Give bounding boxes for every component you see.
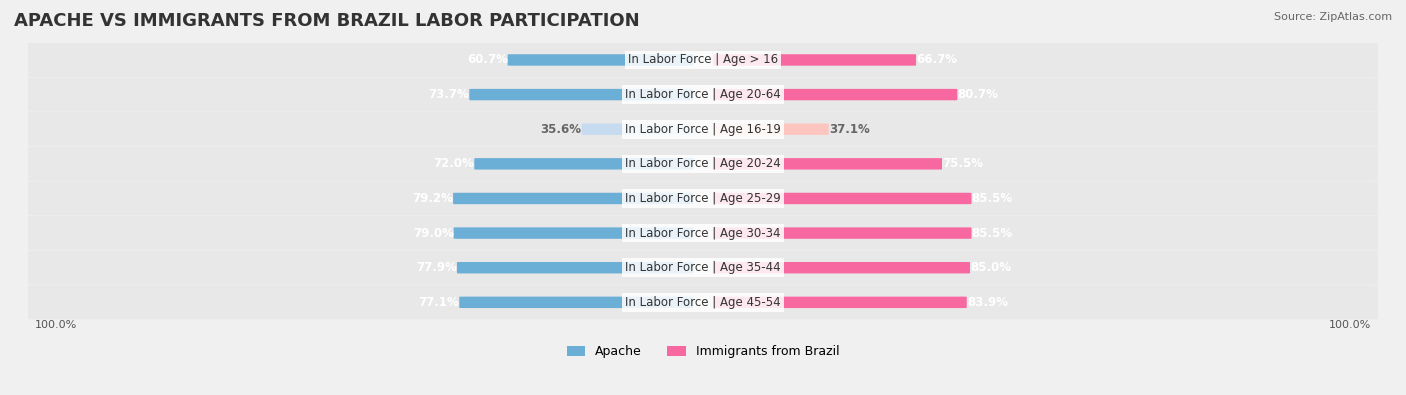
Text: Source: ZipAtlas.com: Source: ZipAtlas.com (1274, 12, 1392, 22)
Text: 85.0%: 85.0% (970, 261, 1011, 274)
Text: In Labor Force | Age 45-54: In Labor Force | Age 45-54 (626, 296, 780, 309)
Text: 72.0%: 72.0% (433, 157, 474, 170)
Legend: Apache, Immigrants from Brazil: Apache, Immigrants from Brazil (561, 340, 845, 363)
Text: 60.7%: 60.7% (467, 53, 508, 66)
FancyBboxPatch shape (713, 89, 957, 100)
FancyBboxPatch shape (28, 43, 1378, 77)
Text: 100.0%: 100.0% (35, 320, 77, 330)
Text: 73.7%: 73.7% (429, 88, 470, 101)
FancyBboxPatch shape (28, 285, 1378, 319)
FancyBboxPatch shape (474, 158, 693, 169)
Text: In Labor Force | Age 16-19: In Labor Force | Age 16-19 (626, 123, 780, 136)
Text: 80.7%: 80.7% (957, 88, 998, 101)
FancyBboxPatch shape (28, 78, 1378, 111)
FancyBboxPatch shape (454, 228, 693, 239)
FancyBboxPatch shape (457, 262, 693, 273)
FancyBboxPatch shape (453, 193, 693, 204)
Text: In Labor Force | Age 30-34: In Labor Force | Age 30-34 (626, 227, 780, 240)
FancyBboxPatch shape (508, 54, 693, 66)
FancyBboxPatch shape (582, 124, 693, 135)
FancyBboxPatch shape (713, 262, 970, 273)
Text: 77.9%: 77.9% (416, 261, 457, 274)
FancyBboxPatch shape (713, 297, 967, 308)
Text: APACHE VS IMMIGRANTS FROM BRAZIL LABOR PARTICIPATION: APACHE VS IMMIGRANTS FROM BRAZIL LABOR P… (14, 12, 640, 30)
Text: In Labor Force | Age 25-29: In Labor Force | Age 25-29 (626, 192, 780, 205)
FancyBboxPatch shape (28, 216, 1378, 250)
Text: 79.2%: 79.2% (412, 192, 453, 205)
FancyBboxPatch shape (460, 297, 693, 308)
Text: In Labor Force | Age 20-24: In Labor Force | Age 20-24 (626, 157, 780, 170)
Text: In Labor Force | Age > 16: In Labor Force | Age > 16 (628, 53, 778, 66)
FancyBboxPatch shape (470, 89, 693, 100)
FancyBboxPatch shape (28, 181, 1378, 215)
Text: 37.1%: 37.1% (828, 123, 869, 136)
FancyBboxPatch shape (713, 54, 917, 66)
Text: 75.5%: 75.5% (942, 157, 983, 170)
Text: 100.0%: 100.0% (1329, 320, 1371, 330)
Text: 35.6%: 35.6% (541, 123, 582, 136)
Text: 85.5%: 85.5% (972, 192, 1012, 205)
FancyBboxPatch shape (713, 158, 942, 169)
Text: 79.0%: 79.0% (413, 227, 454, 240)
FancyBboxPatch shape (28, 112, 1378, 146)
Text: 77.1%: 77.1% (419, 296, 460, 309)
Text: 83.9%: 83.9% (967, 296, 1008, 309)
Text: 66.7%: 66.7% (917, 53, 957, 66)
Text: In Labor Force | Age 35-44: In Labor Force | Age 35-44 (626, 261, 780, 274)
Text: 85.5%: 85.5% (972, 227, 1012, 240)
FancyBboxPatch shape (713, 124, 828, 135)
Text: In Labor Force | Age 20-64: In Labor Force | Age 20-64 (626, 88, 780, 101)
FancyBboxPatch shape (713, 193, 972, 204)
FancyBboxPatch shape (28, 147, 1378, 181)
FancyBboxPatch shape (28, 251, 1378, 285)
FancyBboxPatch shape (713, 228, 972, 239)
